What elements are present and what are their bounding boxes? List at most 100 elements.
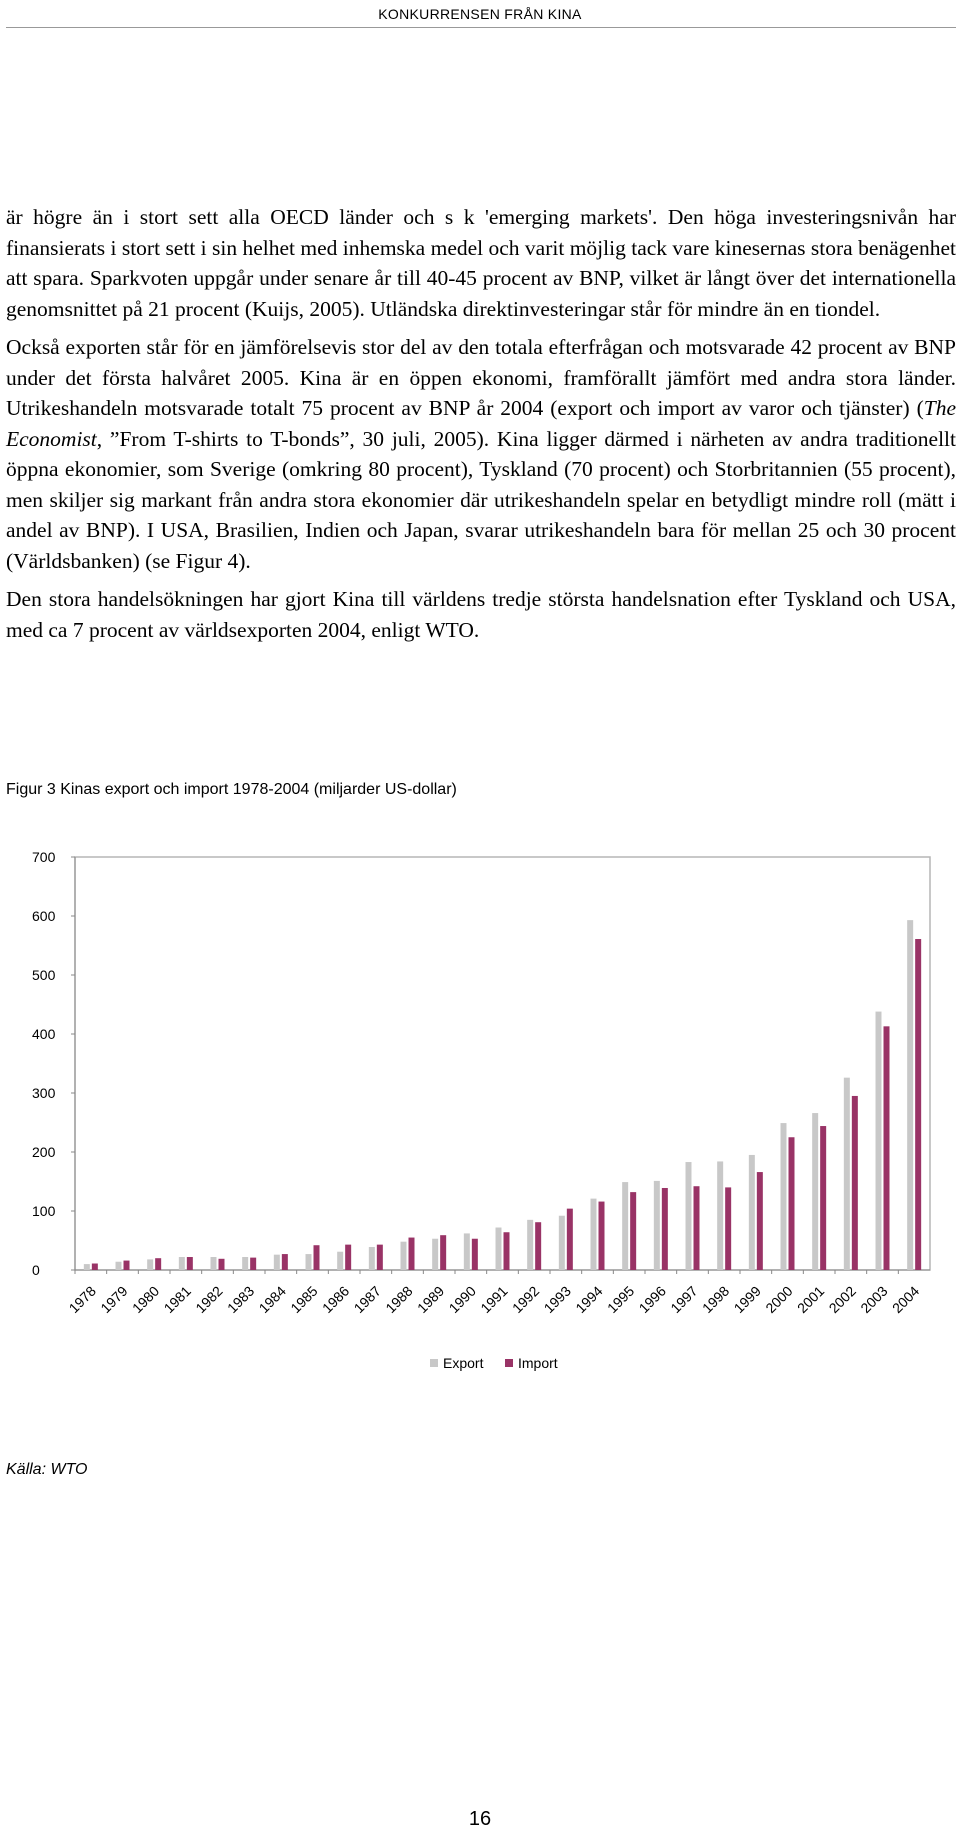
publication-title: The Economist — [6, 396, 956, 451]
export-bar — [178, 1257, 185, 1270]
import-bar — [693, 1186, 700, 1270]
x-tick-label: 1986 — [319, 1283, 352, 1316]
import-bar — [155, 1258, 162, 1270]
export-bar — [432, 1238, 439, 1270]
x-tick-label: 2002 — [826, 1283, 859, 1316]
y-tick-label: 0 — [32, 1262, 40, 1278]
import-bar — [123, 1260, 130, 1270]
import-bar — [915, 939, 922, 1270]
trade-bar-chart: 0100200300400500600700197819791980198119… — [32, 849, 931, 1371]
paragraph-1: är högre än i stort sett alla OECD lände… — [6, 205, 956, 321]
import-bar — [851, 1095, 858, 1270]
export-bar — [337, 1251, 344, 1270]
import-bar — [883, 1026, 890, 1270]
x-tick-label: 1988 — [382, 1283, 415, 1316]
body-text: är högre än i stort sett alla OECD lände… — [6, 202, 956, 653]
x-tick-label: 1994 — [572, 1283, 605, 1316]
x-tick-label: 2004 — [889, 1283, 922, 1316]
import-bar — [471, 1238, 478, 1270]
y-tick-label: 600 — [32, 908, 56, 924]
export-bar — [843, 1077, 850, 1270]
import-bar — [598, 1201, 605, 1270]
import-bar — [503, 1232, 510, 1270]
x-tick-label: 1990 — [446, 1283, 479, 1316]
x-tick-label: 1984 — [256, 1283, 289, 1316]
x-tick-label: 1993 — [541, 1283, 574, 1316]
x-tick-label: 2000 — [762, 1283, 795, 1316]
x-tick-label: 1998 — [699, 1283, 732, 1316]
paragraph-3: Den stora handelsökningen har gjort Kina… — [6, 587, 956, 642]
import-bar — [725, 1187, 732, 1270]
import-bar — [820, 1126, 827, 1270]
x-tick-label: 1992 — [509, 1283, 542, 1316]
export-bar — [717, 1161, 724, 1270]
import-bar — [630, 1192, 637, 1270]
import-bar — [756, 1172, 763, 1270]
x-tick-label: 1987 — [351, 1283, 384, 1316]
export-bar — [685, 1162, 692, 1270]
legend-swatch-import — [505, 1359, 513, 1367]
export-bar — [907, 920, 914, 1270]
x-tick-label: 1979 — [97, 1283, 130, 1316]
export-bar — [242, 1257, 249, 1270]
legend-swatch-export — [430, 1359, 438, 1367]
export-bar — [210, 1257, 217, 1270]
legend-label-import: Import — [518, 1355, 558, 1371]
import-bar — [218, 1258, 225, 1270]
running-header: KONKURRENSEN FRÅN KINA — [378, 6, 582, 22]
page-number: 16 — [468, 1808, 492, 1830]
export-bar — [527, 1219, 534, 1270]
legend-label-export: Export — [443, 1355, 484, 1371]
source-note: Källa: WTO — [6, 1461, 88, 1478]
plot-frame — [74, 856, 931, 1271]
y-tick-label: 300 — [32, 1085, 56, 1101]
export-bar — [463, 1233, 470, 1270]
x-tick-label: 1999 — [731, 1283, 764, 1316]
export-bar — [400, 1241, 407, 1270]
export-bar — [147, 1259, 154, 1270]
import-bar — [376, 1244, 383, 1270]
export-bar — [115, 1261, 122, 1270]
x-tick-label: 1978 — [66, 1283, 99, 1316]
import-bar — [313, 1245, 320, 1270]
import-bar — [566, 1208, 573, 1270]
export-bar — [558, 1215, 565, 1270]
export-bar — [748, 1154, 755, 1270]
export-bar — [273, 1254, 280, 1270]
export-bar — [590, 1198, 597, 1270]
export-bar — [812, 1113, 819, 1270]
export-bar — [653, 1180, 660, 1270]
import-bar — [788, 1137, 795, 1270]
header-rule — [6, 27, 956, 28]
x-tick-label: 2003 — [857, 1283, 890, 1316]
x-tick-label: 1983 — [224, 1283, 257, 1316]
import-bar — [408, 1237, 415, 1270]
figure-caption: Figur 3 Kinas export och import 1978-200… — [6, 781, 457, 798]
export-bar — [780, 1123, 787, 1270]
import-bar — [440, 1235, 447, 1270]
import-bar — [661, 1187, 668, 1270]
import-bar — [91, 1263, 98, 1270]
y-tick-label: 400 — [32, 1026, 56, 1042]
import-bar — [281, 1254, 288, 1270]
x-tick-label: 1996 — [636, 1283, 669, 1316]
x-tick-label: 1997 — [667, 1283, 700, 1316]
paragraph-2: Också exporten står för en jämförelsevis… — [6, 335, 956, 573]
export-bar — [495, 1227, 502, 1270]
y-tick-label: 100 — [32, 1203, 56, 1219]
export-bar — [875, 1011, 882, 1270]
export-bar — [622, 1182, 629, 1270]
y-tick-label: 700 — [32, 849, 56, 865]
x-tick-label: 1991 — [477, 1283, 510, 1316]
x-tick-label: 1989 — [414, 1283, 447, 1316]
export-bar — [305, 1254, 312, 1270]
import-bar — [250, 1257, 257, 1270]
x-tick-label: 1981 — [161, 1283, 194, 1316]
x-tick-label: 2001 — [794, 1283, 827, 1316]
import-bar — [345, 1244, 352, 1270]
x-tick-label: 1982 — [192, 1283, 225, 1316]
x-tick-label: 1980 — [129, 1283, 162, 1316]
export-bar — [83, 1264, 90, 1270]
import-bar — [535, 1222, 542, 1270]
export-bar — [368, 1246, 375, 1270]
